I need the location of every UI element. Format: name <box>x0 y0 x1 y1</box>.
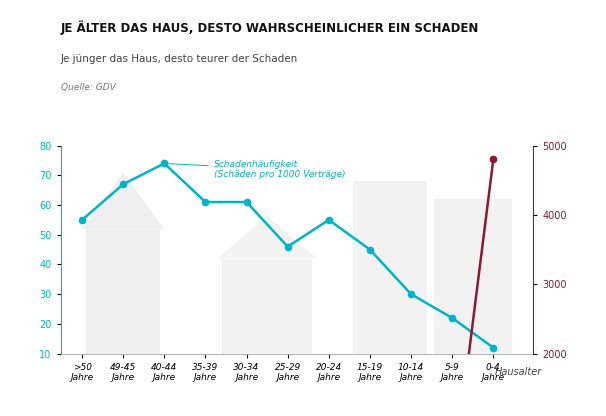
Text: JE ÄLTER DAS HAUS, DESTO WAHRSCHEINLICHER EIN SCHADEN: JE ÄLTER DAS HAUS, DESTO WAHRSCHEINLICHE… <box>61 21 479 35</box>
Bar <box>353 181 427 354</box>
Bar <box>434 199 512 354</box>
Bar <box>222 258 312 354</box>
Text: Je jünger das Haus, desto teurer der Schaden: Je jünger das Haus, desto teurer der Sch… <box>61 54 298 64</box>
Polygon shape <box>218 216 317 258</box>
Text: Schadenhäufigkeit
(Schäden pro 1000 Verträge): Schadenhäufigkeit (Schäden pro 1000 Vert… <box>167 160 345 179</box>
Polygon shape <box>82 173 164 229</box>
Text: Quelle: GDV: Quelle: GDV <box>61 83 115 92</box>
Text: Schadendurchschnitt
(in Euro): Schadendurchschnitt (in Euro) <box>0 415 1 416</box>
Text: Hausalter: Hausalter <box>495 367 542 377</box>
Bar <box>86 229 160 354</box>
